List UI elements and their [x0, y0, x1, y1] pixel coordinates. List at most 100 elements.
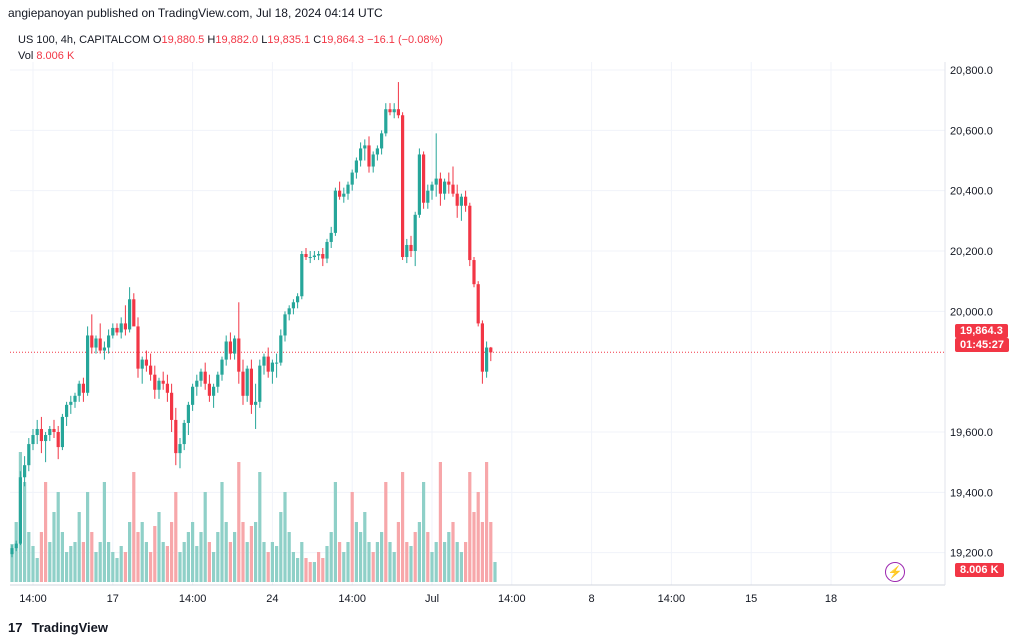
volume-bar — [220, 482, 224, 582]
candle-body — [123, 323, 127, 330]
volume-bar — [115, 558, 119, 582]
candle-body — [220, 359, 224, 375]
volume-bar — [367, 542, 371, 582]
x-tick-label: 14:00 — [179, 593, 207, 605]
volume-bar — [207, 542, 211, 582]
candle-body — [455, 193, 459, 206]
candle-body — [333, 190, 337, 233]
candle-body — [128, 299, 132, 330]
vol-label[interactable]: Vol — [18, 50, 34, 62]
candle-body — [304, 254, 308, 258]
volume-bar — [216, 532, 220, 582]
candle-body — [224, 341, 228, 360]
volume-bar — [44, 482, 48, 582]
volume-bar — [422, 482, 426, 582]
candle-body — [207, 383, 211, 396]
volume-bar — [472, 512, 476, 582]
volume-bar — [23, 482, 27, 582]
volume-bar — [245, 542, 249, 582]
volume-bar — [10, 544, 14, 582]
volume-bar — [384, 482, 388, 582]
volume-bar — [342, 552, 346, 582]
volume-bar — [401, 472, 405, 582]
symbol-label[interactable]: US 100, 4h, CAPITALCOM — [18, 34, 150, 46]
volume-bar — [300, 542, 304, 582]
volume-bar — [27, 532, 31, 582]
candle-body — [48, 428, 52, 436]
y-tick-label: 20,000.0 — [950, 306, 993, 318]
y-tick-label: 19,600.0 — [950, 427, 993, 439]
candle-body — [443, 181, 447, 194]
y-tick-label: 20,800.0 — [950, 65, 993, 77]
x-tick-label: 14:00 — [658, 593, 686, 605]
y-tick-label: 20,200.0 — [950, 246, 993, 258]
candle-body — [119, 323, 123, 333]
candlestick-chart[interactable]: 20,800.0 20,600.0 20,400.0 20,200.0 20,000.0… — [0, 60, 1024, 615]
low-label: L — [261, 34, 268, 46]
volume-bar — [178, 552, 182, 582]
candle-body — [464, 196, 468, 206]
x-tick-label: 24 — [266, 593, 278, 605]
flash-icon[interactable]: ⚡ — [885, 562, 905, 582]
volume-legend: Vol 8.006 K — [18, 50, 74, 62]
volume-bar — [123, 552, 127, 582]
volume-bar — [174, 492, 178, 582]
volume-bar — [493, 562, 497, 582]
volume-bar — [111, 552, 115, 582]
volume-bar — [48, 542, 52, 582]
volume-bar — [426, 532, 430, 582]
candle-body — [342, 193, 346, 197]
candle-body — [417, 154, 421, 215]
volume-bar — [333, 482, 337, 582]
candle-body — [77, 383, 81, 396]
candle-body — [485, 347, 489, 372]
volume-bar — [149, 552, 153, 582]
volume-bar — [464, 542, 468, 582]
candle-body — [287, 308, 291, 315]
candle-body — [144, 359, 148, 366]
volume-bar — [304, 558, 308, 582]
high-value: 19,882.0 — [215, 34, 259, 46]
volume-bar — [132, 472, 136, 582]
candle-body — [438, 178, 442, 194]
countdown-badge: 01:45:27 — [955, 338, 1010, 352]
volume-bar — [237, 462, 241, 582]
candle-body — [199, 371, 203, 381]
candle-body — [18, 477, 22, 544]
volume-bar — [254, 522, 258, 582]
volume-bar — [350, 492, 354, 582]
volume-bar — [73, 542, 77, 582]
volume-bar — [275, 546, 279, 582]
candle-body — [191, 386, 195, 405]
volume-bar — [480, 522, 484, 582]
candle-body — [140, 359, 144, 369]
candle-body — [98, 338, 102, 351]
volume-bar — [363, 512, 367, 582]
y-tick-label: 19,400.0 — [950, 487, 993, 499]
volume-bar — [233, 532, 237, 582]
candle-body — [422, 154, 426, 203]
volume-bar — [287, 532, 291, 582]
candle-body — [451, 184, 455, 194]
candle-body — [165, 383, 169, 393]
candle-body — [430, 184, 434, 191]
x-tick-label: 14:00 — [338, 593, 366, 605]
volume-bar — [161, 542, 165, 582]
ohlc-legend: US 100, 4h, CAPITALCOM O19,880.5 H19,882… — [18, 34, 443, 46]
volume-bar — [241, 522, 245, 582]
volume-bar — [35, 558, 39, 582]
candle-body — [178, 444, 182, 454]
close-value: 19,864.3 — [321, 34, 365, 46]
candle-body — [39, 428, 43, 442]
candle-body — [329, 232, 333, 242]
footer-brand[interactable]: 17 TradingView — [8, 620, 108, 635]
volume-bar — [279, 512, 283, 582]
candle-body — [52, 428, 56, 432]
volume-bar — [434, 542, 438, 582]
candle-body — [367, 145, 371, 167]
y-tick-label: 20,600.0 — [950, 125, 993, 137]
open-label: O — [152, 34, 162, 46]
volume-bar — [485, 462, 489, 582]
low-value: 19,835.1 — [267, 34, 311, 46]
candle-body — [317, 254, 321, 256]
